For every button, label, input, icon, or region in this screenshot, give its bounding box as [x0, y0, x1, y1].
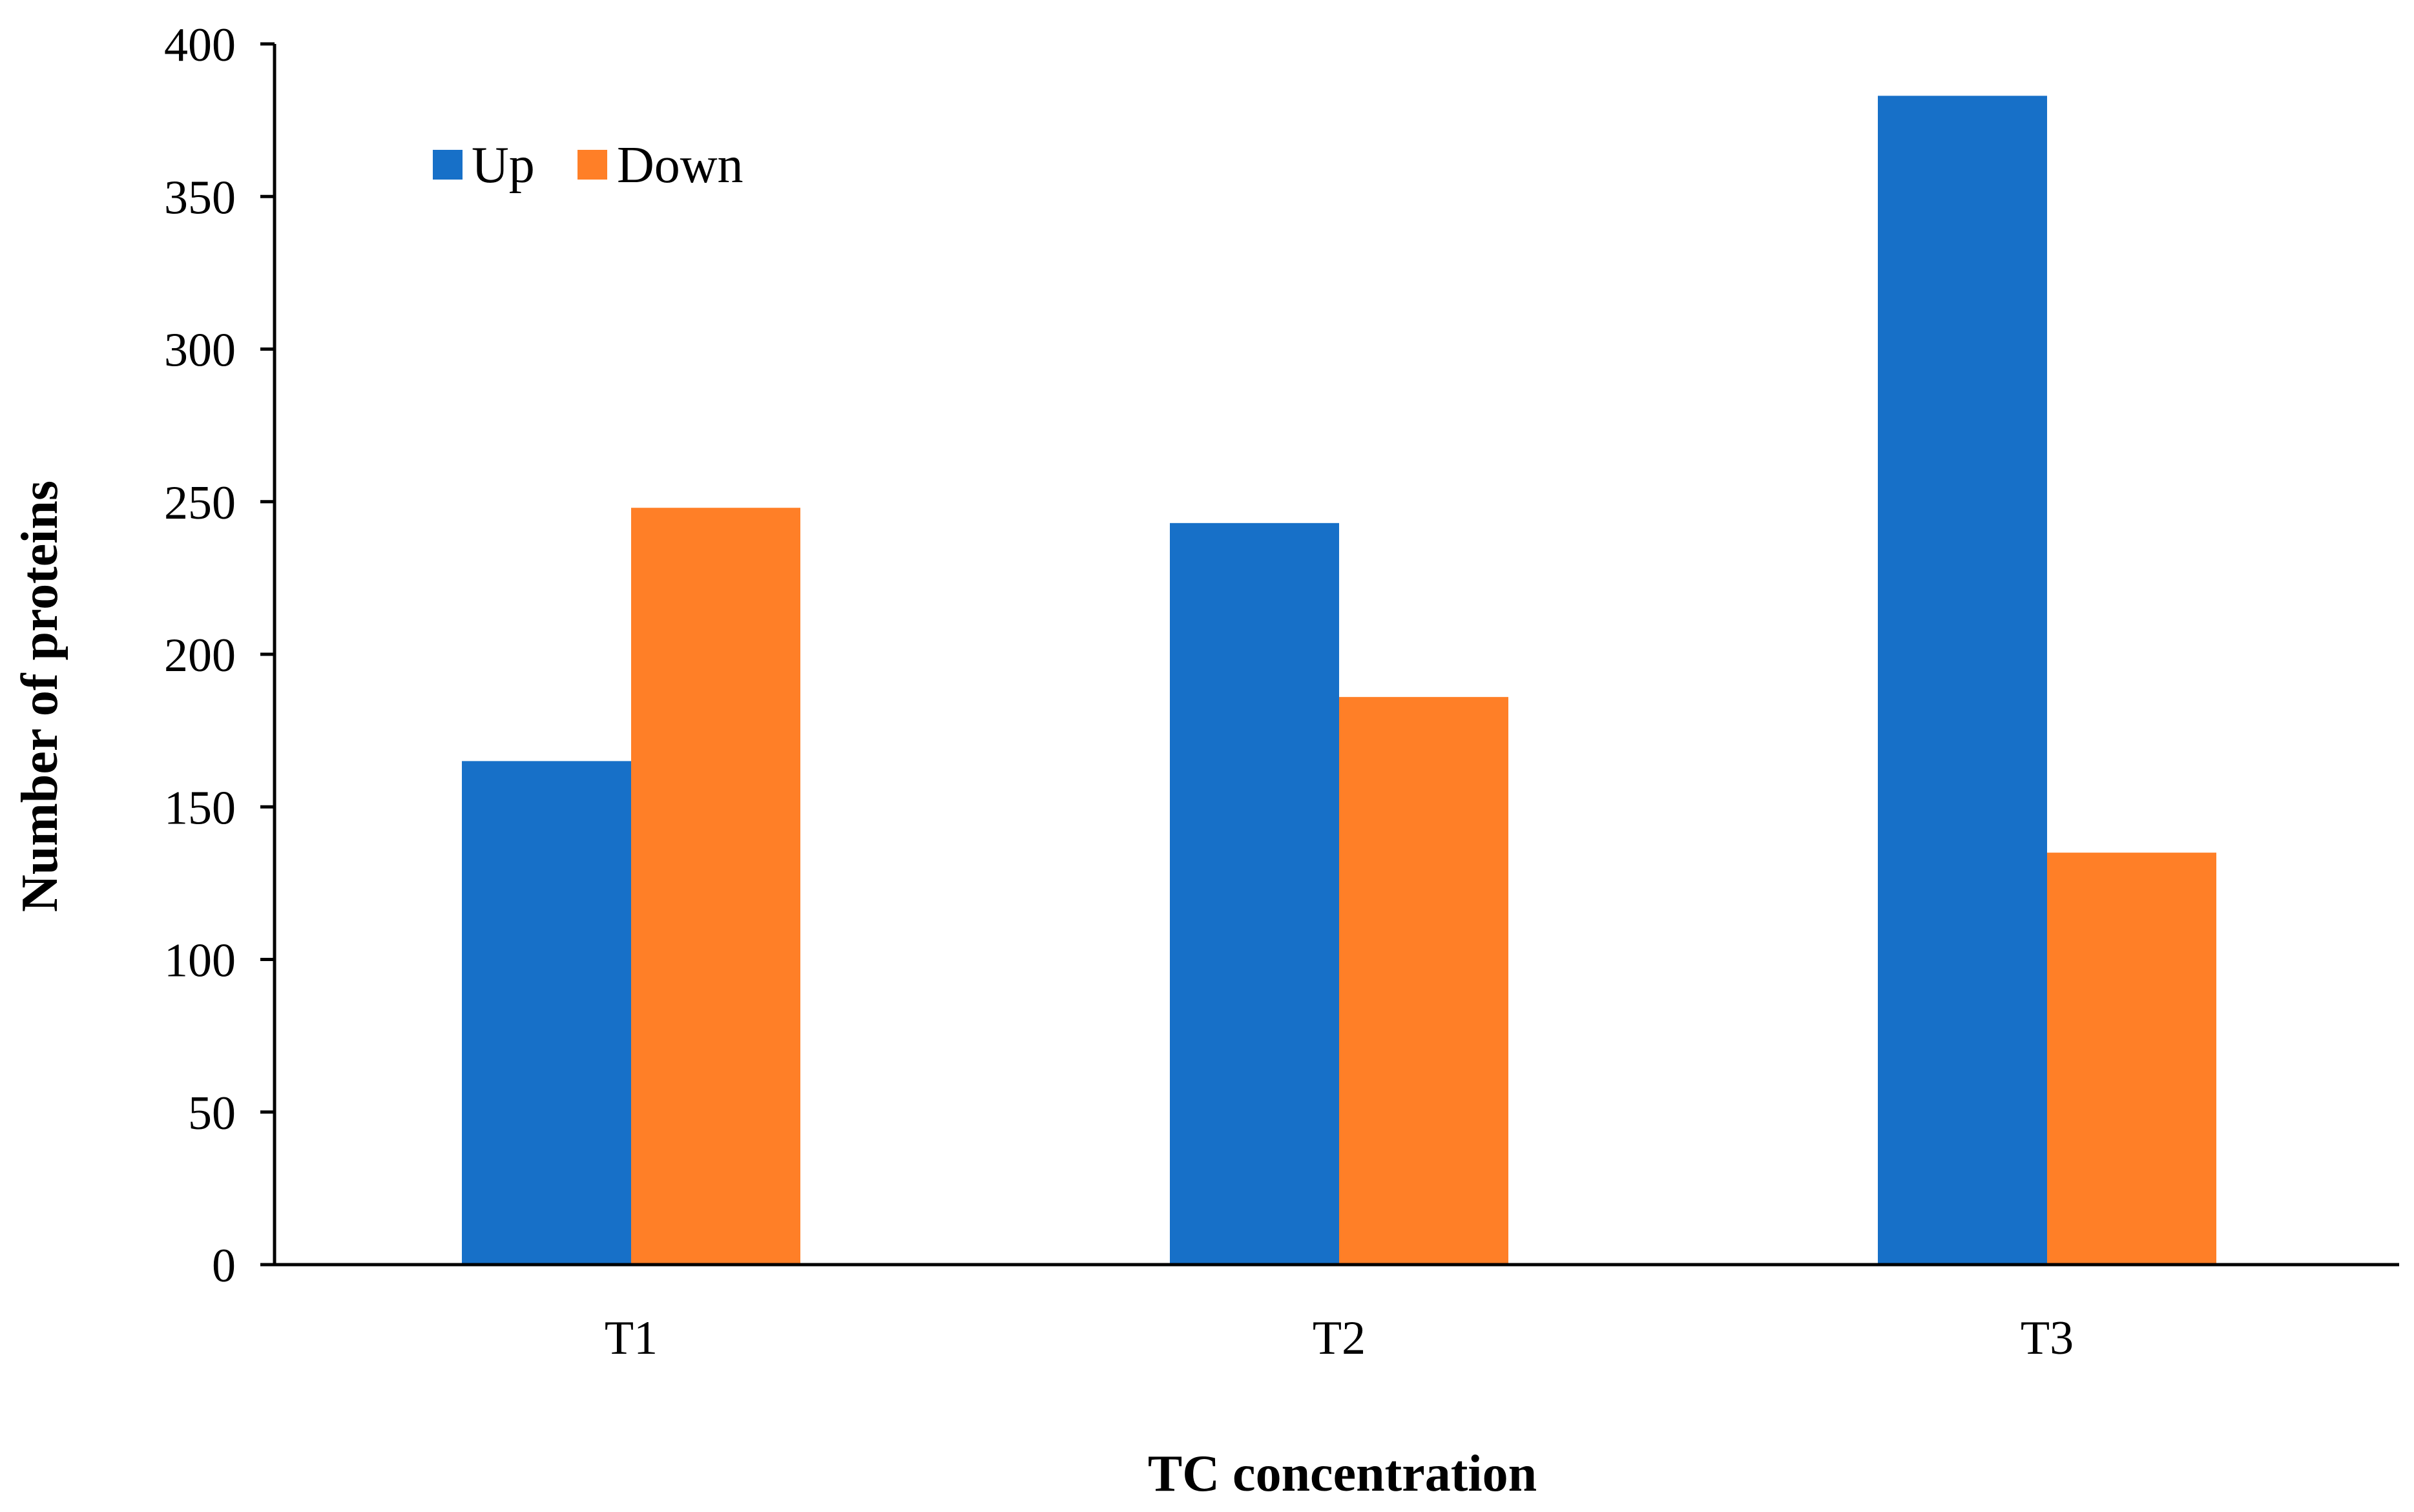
y-tick-label: 0 — [212, 1239, 236, 1292]
y-tick-label: 350 — [164, 171, 236, 224]
bar-down-t2 — [1339, 697, 1508, 1265]
y-tick-label: 100 — [164, 935, 236, 988]
x-tick-label: T1 — [605, 1312, 658, 1365]
y-tick-label: 50 — [188, 1087, 236, 1140]
y-tick-label: 400 — [164, 19, 236, 72]
legend-label-up: Up — [472, 137, 535, 194]
x-tick-label: T3 — [2021, 1312, 2074, 1365]
y-axis-title: Number of proteins — [12, 481, 68, 912]
x-ticks-group: T1 T2 T3 — [605, 1312, 2074, 1365]
y-tick-label: 200 — [164, 629, 236, 682]
bar-up-t1 — [462, 761, 631, 1265]
y-tick-label: 300 — [164, 324, 236, 377]
legend: Up Down — [433, 137, 744, 194]
legend-label-down: Down — [617, 137, 744, 194]
bar-up-t2 — [1170, 523, 1339, 1265]
bar-up-t3 — [1878, 96, 2047, 1265]
bar-down-t3 — [2047, 853, 2216, 1265]
bar-down-t1 — [631, 508, 800, 1265]
y-ticks-group: 0 50 100 150 200 250 300 350 400 — [164, 19, 275, 1292]
legend-swatch-up — [433, 150, 463, 180]
y-tick-label: 150 — [164, 782, 236, 834]
legend-swatch-down — [577, 150, 607, 180]
x-tick-label: T2 — [1313, 1312, 1366, 1365]
y-tick-label: 250 — [164, 477, 236, 530]
bars-group — [462, 96, 2216, 1265]
x-axis-title: TC concentration — [1148, 1445, 1537, 1502]
